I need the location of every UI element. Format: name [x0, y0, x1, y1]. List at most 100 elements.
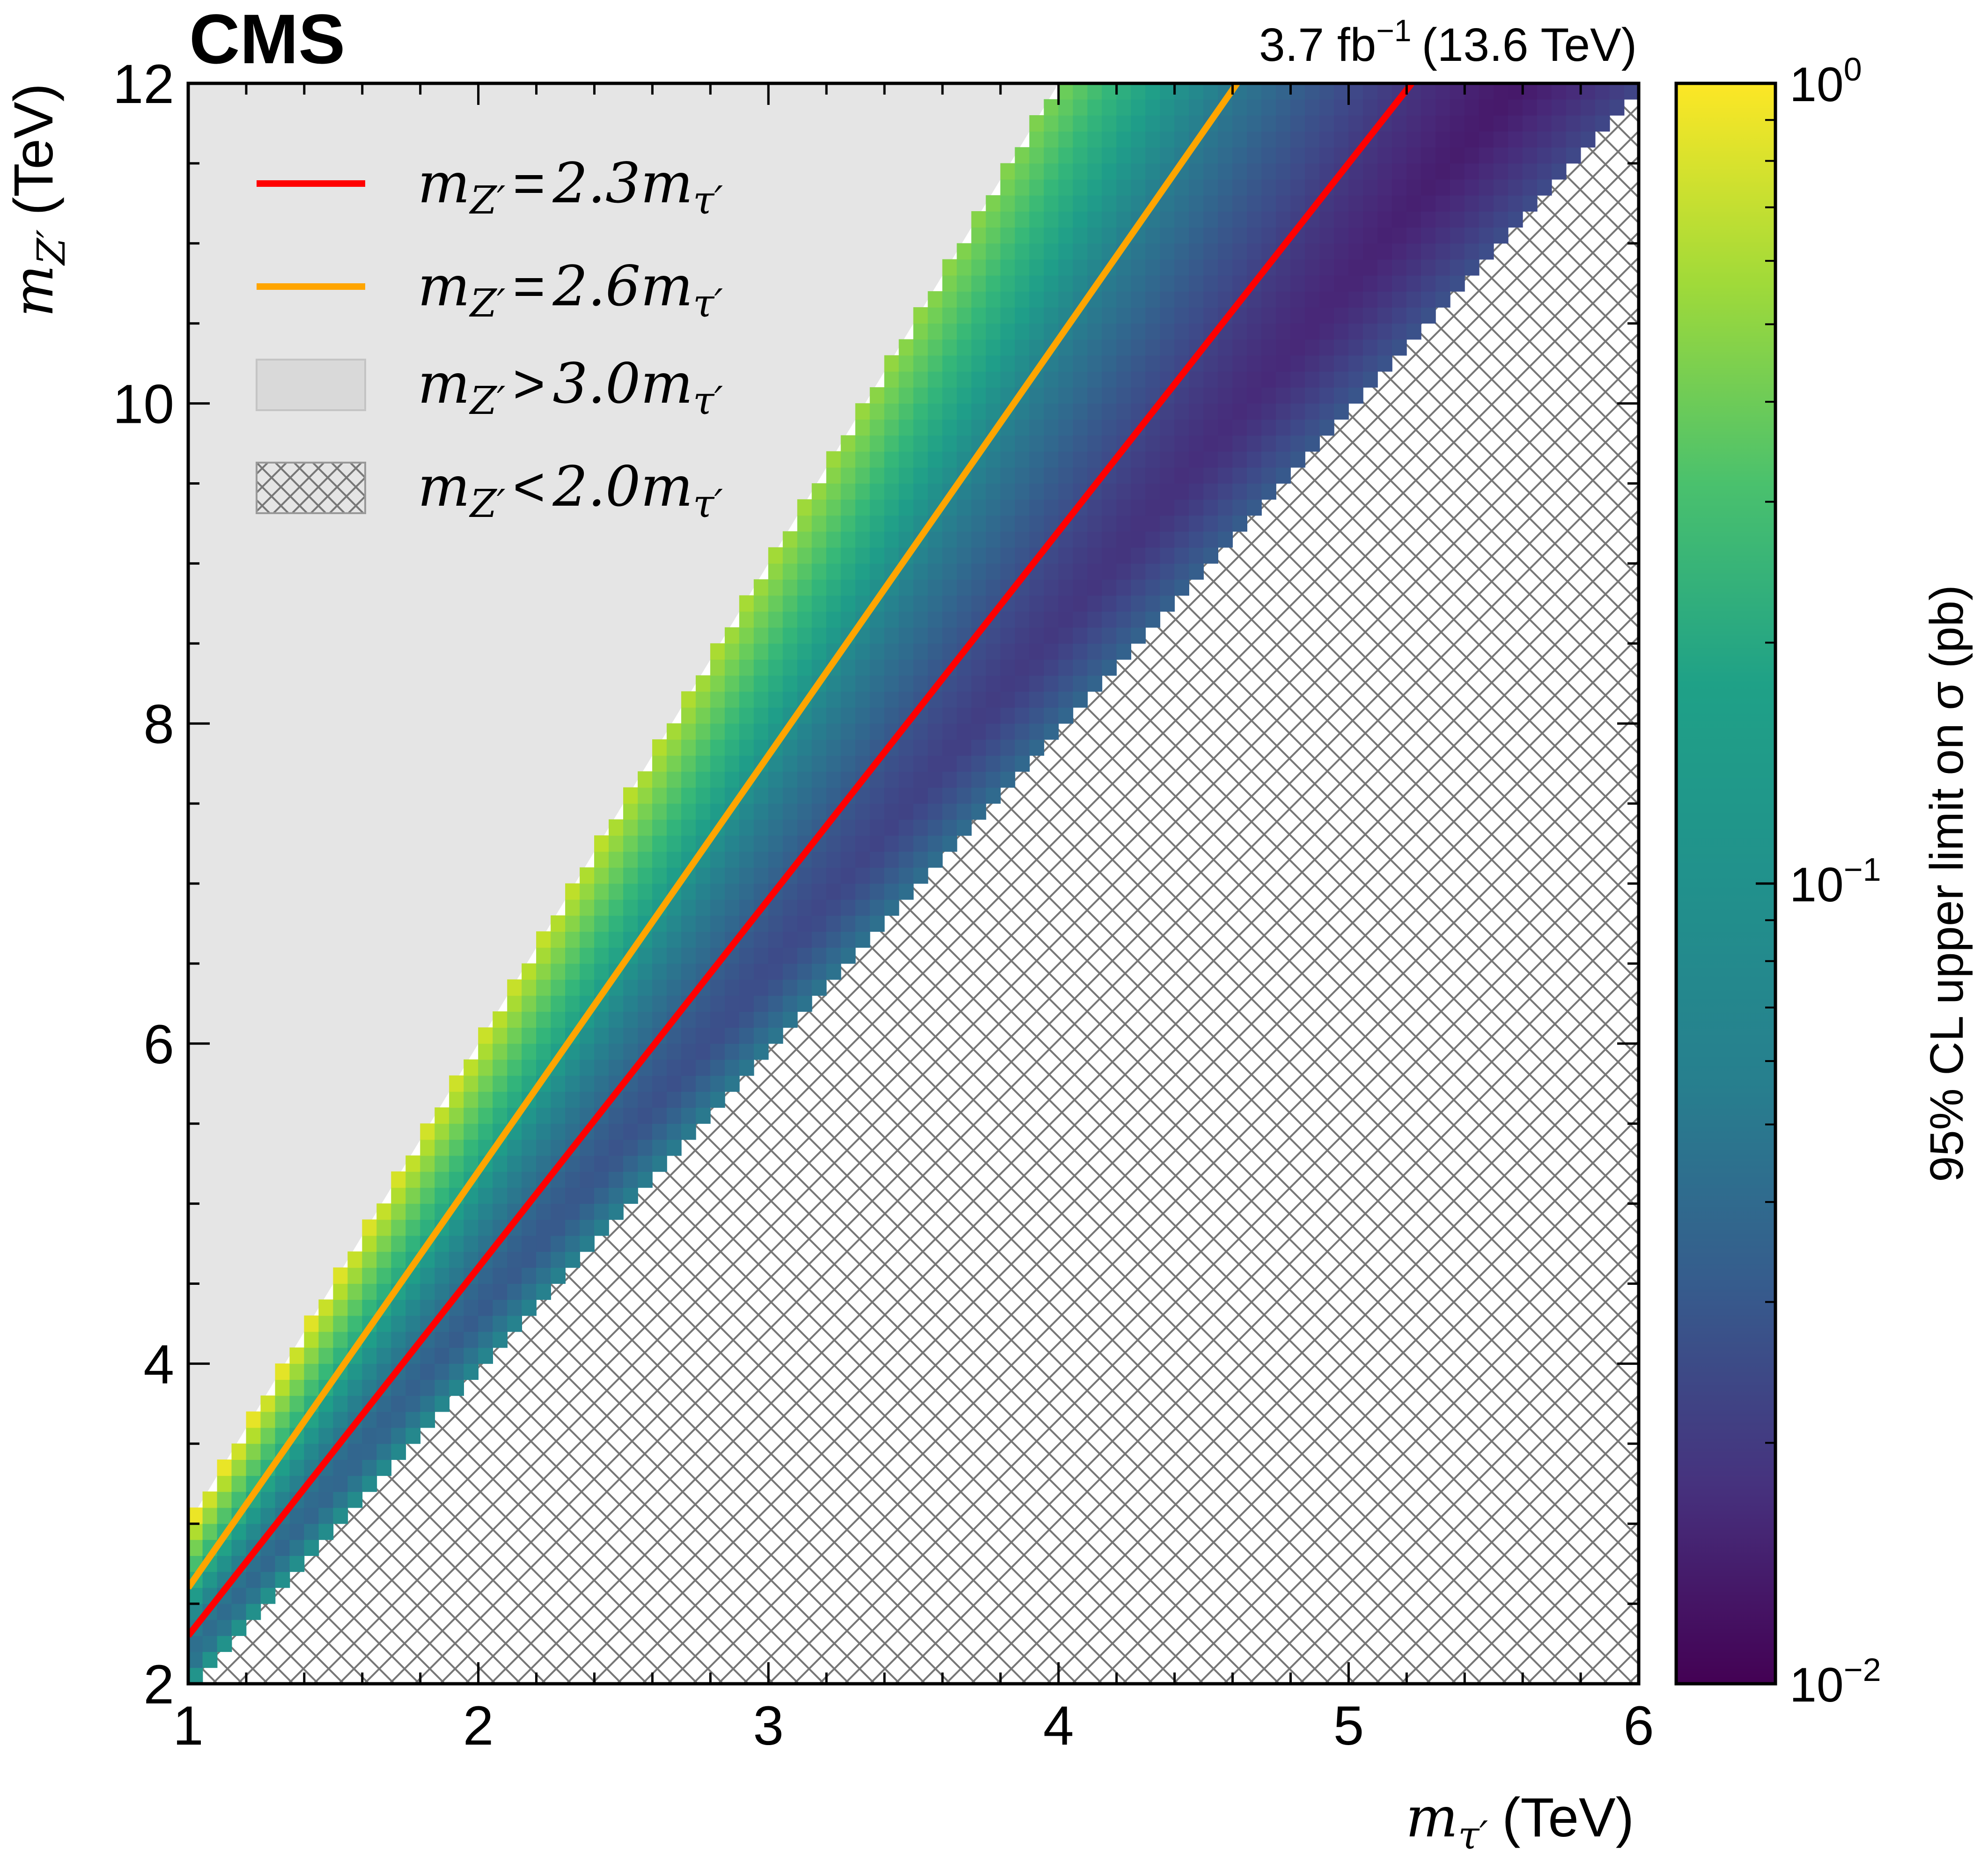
heatmap-cell	[1160, 499, 1175, 516]
heatmap-cell	[710, 739, 725, 756]
heatmap-cell	[811, 707, 827, 724]
heatmap-cell	[913, 355, 928, 372]
heatmap-cell	[1406, 195, 1421, 212]
heatmap-cell	[1131, 451, 1146, 468]
heatmap-cell	[1102, 403, 1117, 420]
heatmap-cell	[884, 435, 899, 452]
heatmap-cell	[1145, 371, 1161, 388]
heatmap-cell	[1174, 275, 1189, 292]
plot-area	[188, 83, 1639, 1684]
heatmap-cell	[609, 947, 624, 964]
heatmap-cell	[565, 1091, 580, 1108]
heatmap-cell	[1000, 611, 1016, 628]
heatmap-cell	[942, 467, 957, 484]
heatmap-cell	[855, 531, 870, 548]
heatmap-cell	[638, 819, 653, 836]
heatmap-cell	[623, 1139, 638, 1156]
heatmap-cell	[565, 995, 580, 1012]
heatmap-cell	[1073, 403, 1088, 420]
heatmap-cell	[1334, 403, 1349, 420]
heatmap-cell	[840, 723, 856, 740]
heatmap-cell	[1015, 595, 1030, 612]
heatmap-cell	[1087, 355, 1103, 372]
heatmap-cell	[797, 883, 812, 900]
heatmap-cell	[260, 1555, 276, 1572]
heatmap-cell	[1160, 531, 1175, 548]
heatmap-cell	[811, 883, 827, 900]
heatmap-cell	[1464, 115, 1480, 132]
heatmap-cell	[695, 883, 711, 900]
heatmap-cell	[1073, 531, 1088, 548]
heatmap-cell	[1000, 195, 1016, 212]
heatmap-cell	[942, 515, 957, 532]
heatmap-cell	[1261, 163, 1276, 180]
heatmap-cell	[1102, 435, 1117, 452]
heatmap-cell	[1290, 195, 1305, 212]
heatmap-cell	[1363, 339, 1378, 356]
heatmap-cell	[1073, 435, 1088, 452]
heatmap-cell	[1203, 371, 1218, 388]
heatmap-cell	[869, 659, 885, 676]
heatmap-cell	[928, 803, 943, 820]
heatmap-cell	[1174, 259, 1189, 276]
heatmap-cell	[695, 1027, 711, 1044]
heatmap-cell	[1247, 147, 1262, 164]
heatmap-cell	[666, 755, 682, 772]
heatmap-cell	[1363, 323, 1378, 340]
heatmap-cell	[710, 851, 725, 868]
heatmap-cell	[1015, 259, 1030, 276]
heatmap-cell	[1145, 611, 1161, 628]
legend-label-2-3: mZ′ = 2.3mτ′	[418, 151, 723, 223]
heatmap-cell	[594, 1171, 609, 1188]
heatmap-cell	[724, 835, 740, 852]
heatmap-cell	[695, 803, 711, 820]
heatmap-cell	[1348, 163, 1363, 180]
heatmap-cell	[434, 1379, 450, 1396]
heatmap-cell	[898, 339, 914, 356]
heatmap-cell	[666, 1123, 682, 1140]
heatmap-cell	[1116, 403, 1132, 420]
heatmap-cell	[1102, 307, 1117, 324]
heatmap-cell	[782, 547, 798, 564]
heatmap-cell	[971, 483, 987, 500]
heatmap-cell	[623, 1155, 638, 1172]
heatmap-cell	[1029, 339, 1045, 356]
heatmap-cell	[1218, 211, 1233, 228]
heatmap-cell	[202, 1507, 218, 1524]
heatmap-cell	[1261, 179, 1276, 196]
heatmap-cell	[1232, 435, 1247, 452]
heatmap-cell	[928, 291, 943, 308]
heatmap-cell	[580, 1027, 595, 1044]
heatmap-cell	[710, 1011, 725, 1028]
heatmap-cell	[1421, 227, 1436, 244]
heatmap-cell	[666, 851, 682, 868]
heatmap-cell	[464, 1347, 479, 1364]
heatmap-cell	[1073, 675, 1088, 692]
excluded-region-above	[188, 83, 1059, 1684]
heatmap-cell	[1493, 163, 1509, 180]
heatmap-cell	[1000, 691, 1016, 708]
heatmap-cell	[928, 339, 943, 356]
heatmap-cell	[1029, 739, 1045, 756]
heatmap-cell	[1015, 323, 1030, 340]
heatmap-cell	[1015, 211, 1030, 228]
heatmap-cell	[1261, 83, 1276, 100]
heatmap-cell	[638, 947, 653, 964]
heatmap-cell	[739, 883, 754, 900]
heatmap-cell	[1522, 115, 1538, 132]
heatmap-cell	[304, 1379, 319, 1396]
heatmap-cell	[942, 307, 957, 324]
heatmap-cell	[405, 1427, 421, 1444]
ratio-line-2-6	[188, 83, 1240, 1590]
heatmap-cell	[565, 1171, 580, 1188]
heatmap-cell	[1276, 451, 1291, 468]
heatmap-cell	[811, 787, 827, 804]
heatmap-cell	[753, 739, 769, 756]
heatmap-cell	[913, 307, 928, 324]
heatmap-cell	[986, 243, 1001, 260]
heatmap-cell	[1319, 227, 1334, 244]
heatmap-cell	[1160, 275, 1175, 292]
heatmap-cell	[536, 1283, 551, 1300]
heatmap-cell	[884, 755, 899, 772]
heatmap-cell	[782, 835, 798, 852]
